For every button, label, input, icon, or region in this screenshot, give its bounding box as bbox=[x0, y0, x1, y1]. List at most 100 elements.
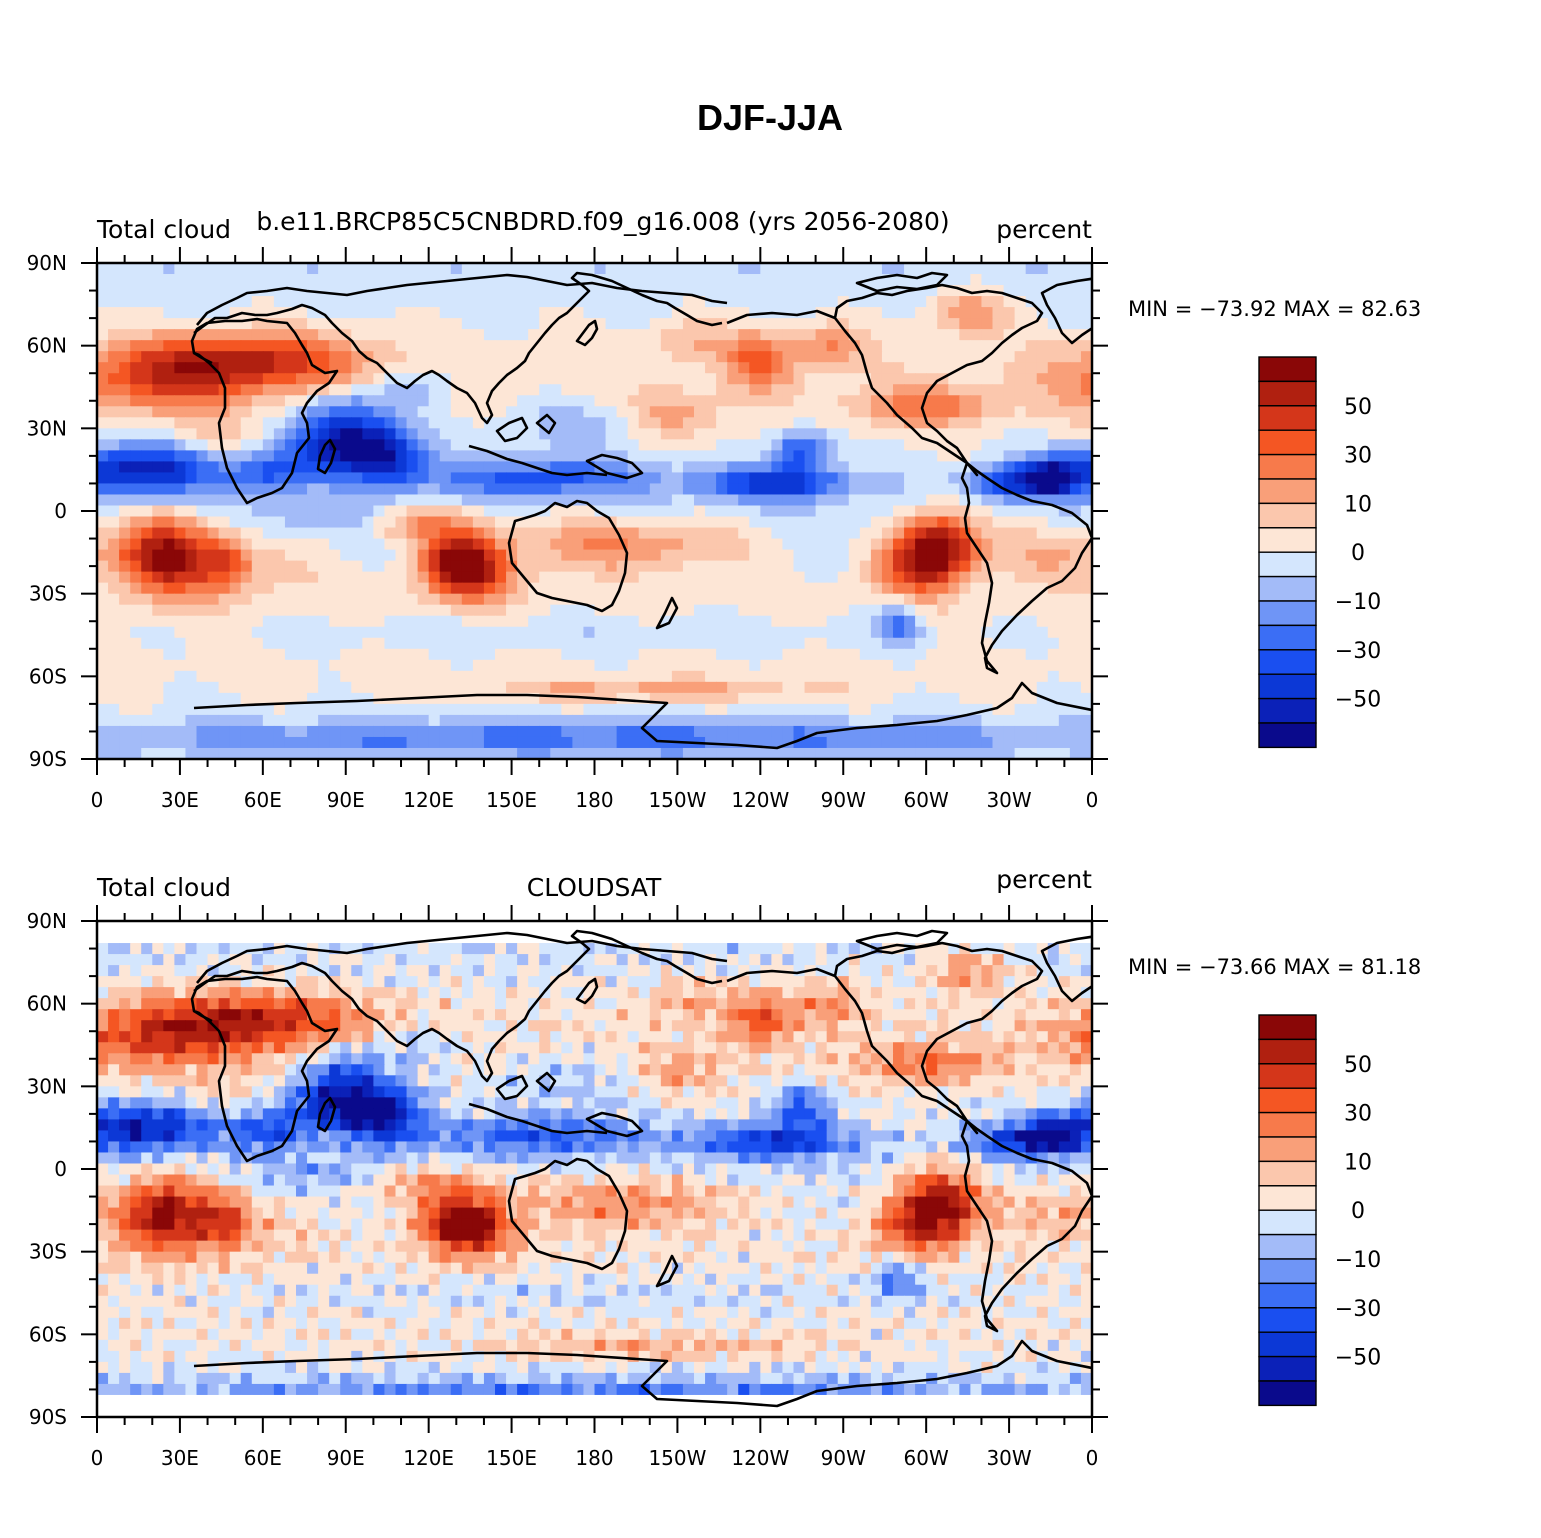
field-cell bbox=[1025, 450, 1038, 462]
field-cell bbox=[948, 417, 960, 429]
field-cell bbox=[218, 417, 231, 429]
field-cell bbox=[185, 395, 198, 407]
field-cell bbox=[727, 329, 739, 341]
field-cell bbox=[108, 593, 120, 606]
field-cell bbox=[141, 417, 153, 429]
field-cell bbox=[959, 998, 971, 1010]
field-cell bbox=[550, 965, 562, 977]
field-cell bbox=[218, 714, 231, 727]
field-cell bbox=[273, 395, 286, 407]
field-cell bbox=[915, 549, 927, 562]
field-cell bbox=[329, 648, 341, 661]
field-cell bbox=[318, 1009, 330, 1021]
field-cell bbox=[948, 593, 960, 606]
field-cell bbox=[262, 538, 275, 551]
field-cell bbox=[262, 593, 275, 606]
field-cell bbox=[915, 296, 927, 308]
field-cell bbox=[284, 318, 297, 330]
field-cell bbox=[915, 921, 927, 933]
field-cell bbox=[749, 494, 761, 507]
field-cell bbox=[174, 549, 187, 562]
field-cell bbox=[307, 965, 319, 977]
field-cell bbox=[848, 461, 861, 474]
field-cell bbox=[671, 604, 684, 617]
field-cell bbox=[307, 714, 319, 727]
field-cell bbox=[506, 626, 518, 639]
field-cell bbox=[351, 571, 363, 584]
field-cell bbox=[716, 340, 728, 352]
field-cell bbox=[749, 582, 761, 595]
field-cell bbox=[428, 604, 441, 617]
field-cell bbox=[1058, 626, 1071, 639]
field-cell bbox=[1047, 483, 1060, 496]
field-cell bbox=[959, 692, 971, 705]
field-cell bbox=[638, 483, 651, 496]
field-cell bbox=[141, 604, 153, 617]
field-cell bbox=[981, 516, 994, 529]
field-cell bbox=[594, 954, 607, 966]
field-cell bbox=[450, 417, 463, 429]
field-cell bbox=[870, 604, 883, 617]
field-cell bbox=[627, 384, 640, 396]
field-cell bbox=[915, 703, 927, 716]
field-cell bbox=[528, 538, 540, 551]
field-cell bbox=[108, 538, 120, 551]
field-cell bbox=[439, 987, 452, 999]
field-cell bbox=[848, 417, 861, 429]
field-cell bbox=[992, 626, 1005, 639]
field-cell bbox=[870, 329, 883, 341]
field-cell bbox=[373, 987, 386, 999]
field-cell bbox=[218, 351, 231, 363]
field-cell bbox=[859, 351, 872, 363]
field-cell bbox=[826, 351, 839, 363]
field-cell bbox=[97, 943, 109, 955]
field-cell bbox=[262, 648, 275, 661]
field-cell bbox=[174, 626, 187, 639]
field-cell bbox=[218, 439, 231, 451]
field-cell bbox=[483, 714, 496, 727]
field-cell bbox=[373, 714, 386, 727]
field-cell bbox=[517, 472, 529, 485]
field-cell bbox=[948, 483, 960, 496]
field-cell bbox=[539, 921, 551, 933]
field-cell bbox=[506, 285, 518, 297]
field-cell bbox=[340, 725, 352, 738]
field-cell bbox=[594, 395, 607, 407]
field-cell bbox=[561, 582, 573, 595]
field-cell bbox=[318, 406, 330, 418]
field-cell bbox=[362, 351, 374, 363]
field-cell bbox=[660, 560, 673, 573]
field-cell bbox=[649, 483, 662, 496]
field-cell bbox=[771, 494, 784, 507]
field-cell bbox=[682, 428, 695, 440]
field-cell bbox=[782, 659, 795, 672]
field-cell bbox=[1047, 340, 1060, 352]
field-cell bbox=[627, 516, 640, 529]
field-cell bbox=[1069, 725, 1082, 738]
field-cell bbox=[716, 987, 728, 999]
field-cell bbox=[185, 932, 198, 944]
field-cell bbox=[826, 439, 839, 451]
field-cell bbox=[1025, 725, 1038, 738]
field-cell bbox=[550, 747, 562, 759]
field-cell bbox=[517, 714, 529, 727]
field-cell bbox=[141, 714, 153, 727]
field-cell bbox=[119, 943, 131, 955]
field-cell bbox=[627, 648, 640, 661]
field-cell bbox=[351, 351, 363, 363]
field-cell bbox=[859, 670, 872, 683]
field-cell bbox=[837, 637, 850, 650]
field-cell bbox=[660, 263, 673, 275]
field-cell bbox=[152, 263, 164, 275]
field-cell bbox=[904, 406, 916, 418]
field-cell bbox=[296, 604, 308, 617]
field-cell bbox=[561, 659, 573, 672]
field-cell bbox=[218, 549, 231, 562]
field-cell bbox=[119, 976, 131, 988]
field-cell bbox=[970, 626, 983, 639]
field-cell bbox=[384, 648, 397, 661]
field-cell bbox=[406, 714, 419, 727]
field-cell bbox=[682, 516, 695, 529]
field-cell bbox=[893, 954, 905, 966]
field-cell bbox=[384, 483, 397, 496]
